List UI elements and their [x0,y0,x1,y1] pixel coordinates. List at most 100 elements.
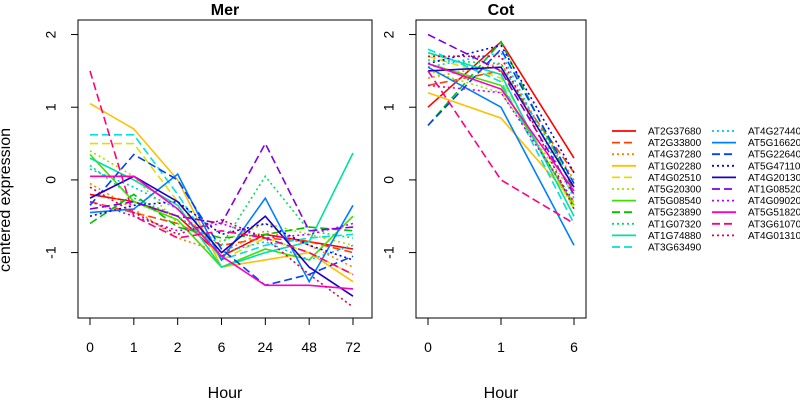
series-line-at5g08540 [427,62,575,206]
legend-item: AT1G07320 [612,219,702,230]
legend-label: AT5G16620 [748,138,800,149]
legend-label: AT4G37280 [648,150,702,161]
series-line-at2g33800 [89,200,354,254]
legend-label: AT1G74880 [648,231,702,242]
x-axis-label: Hour [208,385,243,400]
plot-frame [77,19,373,319]
series-line-at4g09020 [427,84,575,203]
y-tick-label: 0 [43,176,59,184]
legend-item: AT5G08540 [612,196,702,207]
x-tick-label: 48 [301,339,317,355]
legend-item: AT3G61070 [712,219,800,230]
legend-label: AT2G37680 [648,127,702,138]
legend-label: AT5G51820 [748,208,800,219]
series-line-at5g51820 [427,62,575,192]
x-tick-label: 1 [497,339,505,355]
legend-label: AT5G23890 [648,208,702,219]
y-tick-label: -1 [381,246,397,259]
y-tick-label: 1 [381,103,397,111]
legend-label: AT3G63490 [648,243,702,254]
series-line-at1g02280 [427,91,575,203]
legend-item: AT4G20130 [712,173,800,184]
x-axis-label: Hour [484,385,519,400]
legend-item: AT1G08520 [712,185,800,196]
legend-item: AT4G37280 [612,150,702,161]
series-line-at5g16620 [89,172,354,284]
x-tick-label: 1 [130,339,138,355]
legend-label: AT4G01310 [748,231,800,242]
x-tick-label: 72 [345,339,361,355]
y-tick-label: 0 [381,176,397,184]
legend-item: AT1G74880 [612,231,702,242]
x-tick-label: 2 [174,339,182,355]
x-tick-label: 24 [258,339,274,355]
legend-item: AT4G09020 [712,196,800,207]
series-line-at4g20130 [427,66,575,188]
legend-label: AT2G33800 [648,138,702,149]
legend-item: AT5G16620 [712,138,800,149]
legend-item: AT3G63490 [612,243,702,254]
series-line-at5g16620 [427,66,575,246]
series-line-at5g20300 [427,70,575,195]
legend-item: AT5G51820 [712,208,800,219]
series-line-at4g01310 [89,186,354,308]
series-line-at1g08520 [89,141,354,232]
legend-label: AT5G08540 [648,196,702,207]
legend-label: AT5G47110 [748,161,800,172]
series-line-at4g02510 [90,142,354,276]
legend-item: AT5G22640 [712,150,800,161]
series-line-at4g02510 [427,55,575,210]
panel-mer: Mer 0 1 2 6 24 48 72 -1 0 1 2 Hour [43,2,373,400]
panel-title: Cot [488,2,515,19]
y-tick-label: 1 [43,103,59,111]
legend-item: AT1G02280 [612,161,702,172]
legend-label: AT4G27440 [748,127,800,138]
series-line-at1g07320 [89,164,354,247]
panel-cot: Cot 0 1 6 -1 0 1 2 Hour [381,2,587,400]
legend: AT2G37680AT2G33800AT4G37280AT1G02280AT4G… [612,127,800,254]
x-tick-label: 6 [218,339,226,355]
series-line-at5g23890 [89,193,354,239]
series-line-at5g51820 [90,175,354,290]
legend-label: AT5G20300 [648,185,702,196]
legend-item: AT2G37680 [612,127,702,138]
series-line-at5g47110 [427,44,575,173]
series-line-at5g47110 [89,200,354,261]
x-tick-label: 0 [424,339,432,355]
legend-item: AT4G01310 [712,231,800,242]
series-line-at3g63490 [427,48,575,224]
legend-label: AT4G20130 [748,173,800,184]
legend-item: AT2G33800 [612,138,702,149]
legend-item: AT5G20300 [612,185,702,196]
y-tick-label: -1 [43,246,59,259]
legend-item: AT5G47110 [712,161,800,172]
series-line-at5g23890 [427,40,575,192]
legend-label: AT3G61070 [748,219,800,230]
legend-label: AT1G02280 [648,161,702,172]
series-line-at1g07320 [427,59,575,184]
series-line-at3g61070 [427,70,575,225]
y-axis-label: centered expression [0,128,14,272]
x-tick-label: 6 [570,339,578,355]
y-tick-label: 2 [43,30,59,38]
legend-label: AT5G22640 [748,150,800,161]
series-line-at1g74880 [427,51,575,217]
panel-title: Mer [211,2,239,19]
series-line-at4g01310 [428,55,575,210]
series-line-at1g74880 [89,152,354,269]
legend-label: AT1G08520 [748,185,800,196]
series-line-at1g08520 [427,33,575,195]
legend-label: AT4G09020 [748,196,800,207]
x-tick-label: 0 [86,339,94,355]
legend-item: AT4G02510 [612,173,702,184]
legend-label: AT1G07320 [648,219,702,230]
legend-item: AT4G27440 [712,127,800,138]
legend-item: AT5G23890 [612,208,702,219]
y-tick-label: 2 [381,30,397,38]
series-line-at5g22640 [427,47,575,184]
series-line-at4g27440 [89,168,354,261]
chart-panels: Mer 0 1 2 6 24 48 72 -1 0 1 2 Hour Cot 0 1 6 -1 0 1 2 Hour [43,2,587,400]
series-line-at3g61070 [89,70,354,276]
legend-label: AT4G02510 [648,173,702,184]
